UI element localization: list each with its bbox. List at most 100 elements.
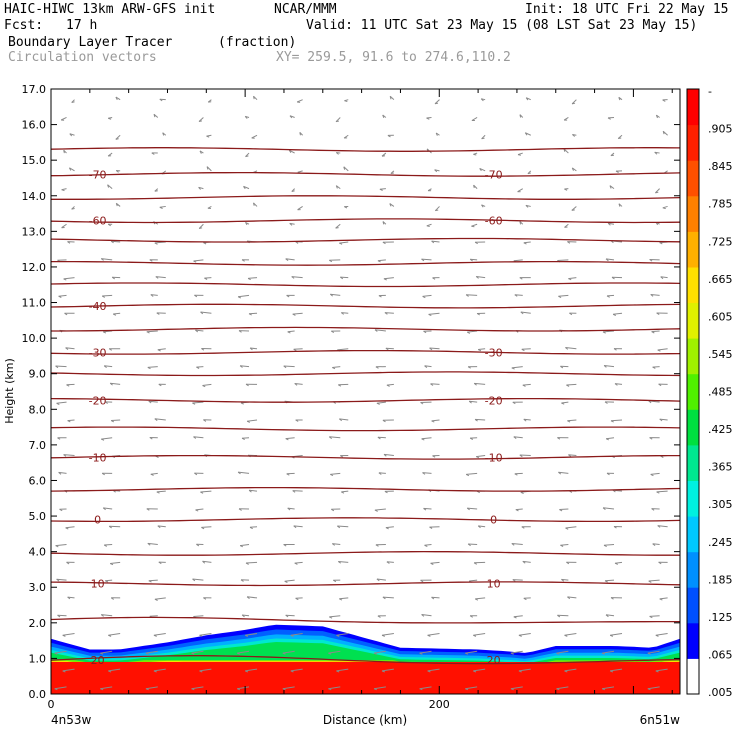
vector-head <box>283 365 287 369</box>
colorbar-label: .905 <box>708 123 733 136</box>
vector-head <box>572 134 576 137</box>
vector-shaft <box>513 436 523 439</box>
y-tick-label: 2.0 <box>29 617 47 630</box>
vector-shaft <box>150 472 158 475</box>
vector-head <box>100 614 104 617</box>
vector-head <box>430 383 434 386</box>
vector-head <box>655 114 658 119</box>
vector-head <box>374 329 378 332</box>
vector-head <box>57 437 61 440</box>
vector-shaft <box>603 544 615 546</box>
colorbar-swatch <box>687 516 699 553</box>
vector-head <box>474 598 479 601</box>
y-axis: 0.0 1.0 2.0 3.0 4.0 5.0 6.0 7.0 8.0 9.0 10.0 11.0 12… <box>22 83 680 701</box>
vector-shaft <box>478 525 486 528</box>
vector-shaft <box>340 276 349 279</box>
vector-head <box>605 438 610 441</box>
colorbar-label: .785 <box>708 198 733 211</box>
vector-head <box>237 688 241 691</box>
vector-shaft <box>478 348 486 350</box>
isotherm-label: 0 <box>94 514 101 527</box>
vector-head <box>601 652 606 655</box>
vector-head <box>465 294 469 297</box>
vector-shaft <box>385 526 394 529</box>
vector-head <box>245 383 249 387</box>
vector-head <box>159 98 163 102</box>
vector-head <box>245 155 249 158</box>
vector-head <box>287 507 291 511</box>
vector-head <box>424 365 428 368</box>
vector-head <box>253 202 255 206</box>
vector-head <box>158 383 162 387</box>
vector-head <box>198 120 203 122</box>
vector-head <box>102 507 106 511</box>
vector-shaft <box>199 633 212 636</box>
vector-head <box>246 420 251 423</box>
y-tick-label: 12.0 <box>22 261 47 274</box>
vector-shaft <box>105 579 113 582</box>
vector-head <box>432 455 436 458</box>
vector-head <box>465 688 469 691</box>
vector-head <box>328 688 332 691</box>
vector-head <box>115 170 119 173</box>
colorbar: - .905 .845 .785 .725 .665 .605 .545 .485 .425 .36… <box>686 85 733 699</box>
vector-shaft <box>67 419 75 422</box>
vector-shaft <box>155 276 166 279</box>
vector-head <box>475 276 479 279</box>
vector-shaft <box>337 348 349 351</box>
vector-head <box>156 312 160 315</box>
colorbar-swatch <box>687 551 699 588</box>
vector-head <box>386 384 390 387</box>
vector-shaft <box>192 578 204 581</box>
colorbar-label: .845 <box>708 160 733 173</box>
vector-head <box>375 544 379 547</box>
vector-head <box>523 242 527 245</box>
vector-head <box>63 278 67 281</box>
vector-head <box>373 688 377 691</box>
vector-shaft <box>69 167 75 172</box>
vector-shaft <box>242 614 250 617</box>
vector-shaft <box>513 259 523 262</box>
vector-head <box>156 491 160 494</box>
vector-head <box>427 670 431 673</box>
vector-head <box>604 401 608 404</box>
vector-shaft <box>294 383 303 385</box>
vector-head <box>340 455 344 458</box>
vector-head <box>237 471 241 475</box>
vector-shaft <box>419 686 432 690</box>
vector-head <box>510 688 514 691</box>
vector-shaft <box>293 348 303 350</box>
vector-shaft <box>195 329 204 332</box>
vector-head <box>66 384 70 387</box>
vector-shaft <box>201 526 212 528</box>
vector-shaft <box>660 276 668 279</box>
vector-shaft <box>245 668 258 672</box>
vector-shaft <box>381 668 394 672</box>
vector-shaft <box>339 597 349 600</box>
vector-head <box>564 188 568 191</box>
vector-shaft <box>613 312 623 315</box>
colorbar-label: .425 <box>708 423 733 436</box>
vector-head <box>61 189 65 192</box>
vector-head <box>199 150 202 154</box>
vector-head <box>567 596 571 600</box>
isotherm-line <box>51 147 680 152</box>
vector-shaft <box>335 223 341 229</box>
vector-shaft <box>249 526 258 528</box>
vector-shaft <box>147 366 158 368</box>
vector-head <box>468 400 472 404</box>
vector-head <box>295 419 299 422</box>
vector-shaft <box>191 650 204 654</box>
vector-shaft <box>523 241 531 244</box>
vector-head <box>382 114 385 118</box>
vector-head <box>289 115 293 119</box>
vector-shaft <box>465 686 478 690</box>
vector-shaft <box>111 419 121 421</box>
vector-head <box>331 330 335 334</box>
vector-shaft <box>291 276 303 279</box>
vector-shaft <box>571 99 577 105</box>
vector-head <box>469 258 473 262</box>
y-tick-label: 6.0 <box>29 474 47 487</box>
vector-head <box>469 615 473 618</box>
vector-shaft <box>471 223 478 227</box>
